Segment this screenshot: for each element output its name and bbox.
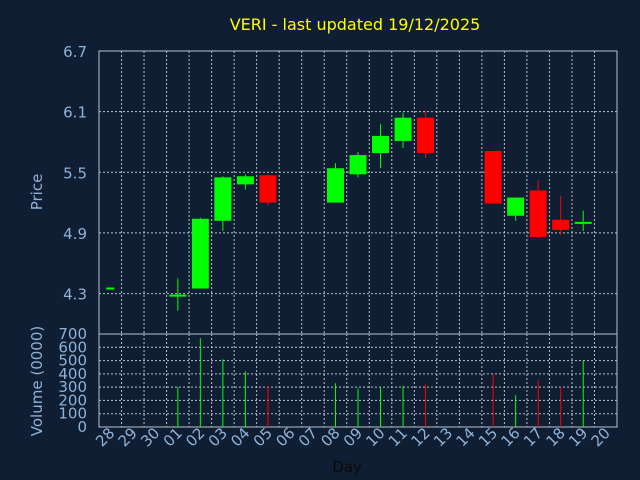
volume-tick-label: 300 — [58, 378, 87, 396]
candle-body-down — [259, 175, 277, 203]
candle-body-up — [326, 168, 344, 203]
chart-title: VERI - last updated 19/12/2025 — [230, 15, 481, 34]
candle-body-up — [214, 177, 232, 221]
candle-body-up — [507, 197, 525, 216]
candle-body-down — [552, 219, 570, 230]
candle-body-down — [529, 190, 547, 237]
candle-body-down — [417, 117, 435, 154]
volume-tick-label: 500 — [58, 352, 87, 370]
candle-body-up — [349, 155, 367, 175]
candle-body-up — [191, 218, 209, 289]
price-tick-label: 4.3 — [63, 286, 87, 304]
candle-body-up — [372, 135, 390, 154]
price-tick-label: 4.9 — [63, 225, 87, 243]
volume-axis-label: Volume (0000) — [28, 326, 46, 436]
volume-tick-label: 600 — [58, 338, 87, 356]
price-panel: 4.3 4.9 5.5 6.1 6.7 — [63, 43, 618, 335]
volume-tick-label: 400 — [58, 365, 87, 383]
x-axis: 2829300102030405060708091011121314151617… — [92, 424, 614, 450]
volume-tick-label: 700 — [58, 325, 87, 343]
candle-body-up — [236, 176, 254, 185]
price-tick-label: 6.7 — [63, 43, 87, 61]
volume-tick-label: 0 — [77, 418, 87, 436]
price-tick-label: 6.1 — [63, 104, 87, 122]
volume-tick-label: 100 — [58, 405, 87, 423]
candle-body-up — [394, 117, 412, 141]
price-tick-label: 5.5 — [63, 164, 87, 182]
price-axis-label: Price — [28, 174, 46, 211]
volume-tick-label: 200 — [58, 391, 87, 409]
candle-body-down — [484, 151, 502, 204]
x-axis-label: Day — [332, 458, 362, 476]
